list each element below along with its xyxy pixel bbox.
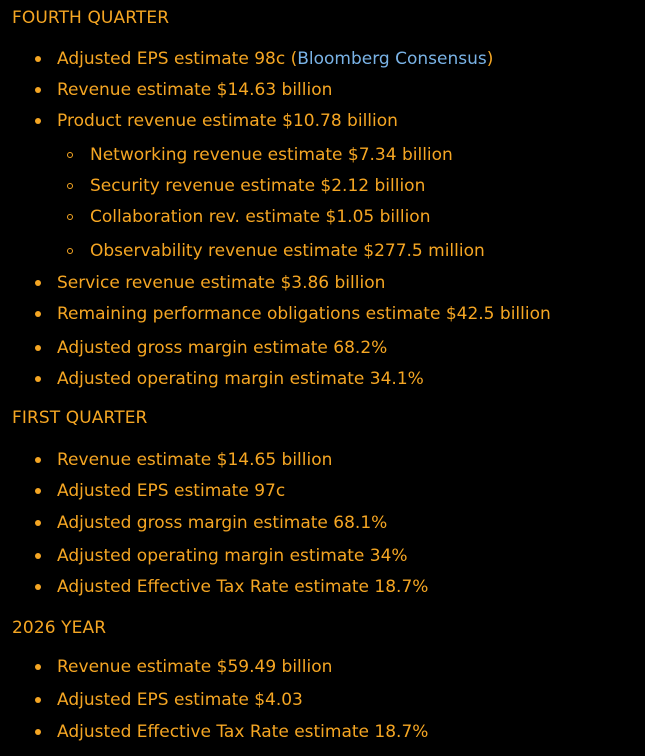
bullet-icon [35,664,41,670]
list-item: Adjusted operating margin estimate 34.1% [57,369,424,389]
list-item: Adjusted EPS estimate $4.03 [57,690,303,710]
bullet-icon [35,118,41,124]
list-item: Revenue estimate $59.49 billion [57,657,333,677]
bullet-icon [35,457,41,463]
item-text-pre: Adjusted EPS estimate 98c ( [57,49,298,69]
section-heading-fourth-quarter: FOURTH QUARTER [12,8,170,28]
sub-bullet-icon [67,214,73,220]
list-item: Adjusted operating margin estimate 34% [57,546,408,566]
list-item: Adjusted EPS estimate 98c (Bloomberg Con… [57,49,493,69]
list-item: Service revenue estimate $3.86 billion [57,273,386,293]
bullet-icon [35,729,41,735]
list-item: Revenue estimate $14.65 billion [57,450,333,470]
list-item: Adjusted Effective Tax Rate estimate 18.… [57,577,429,597]
sub-list-item: Collaboration rev. estimate $1.05 billio… [90,207,431,227]
list-item: Revenue estimate $14.63 billion [57,80,333,100]
list-item: Adjusted EPS estimate 97c [57,481,286,501]
bullet-icon [35,520,41,526]
item-text-post: ) [486,49,494,69]
section-heading-2026-year: 2026 YEAR [12,618,107,638]
list-item: Adjusted gross margin estimate 68.1% [57,513,388,533]
sub-list-item: Observability revenue estimate $277.5 mi… [90,241,485,261]
bullet-icon [35,553,41,559]
sub-list-item: Security revenue estimate $2.12 billion [90,176,426,196]
bullet-icon [35,345,41,351]
bullet-icon [35,56,41,62]
bullet-icon [35,311,41,317]
sub-bullet-icon [67,152,73,158]
bullet-icon [35,87,41,93]
bullet-icon [35,488,41,494]
bullet-icon [35,697,41,703]
sub-list-item: Networking revenue estimate $7.34 billio… [90,145,453,165]
section-heading-first-quarter: FIRST QUARTER [12,408,148,428]
bloomberg-consensus-link[interactable]: Bloomberg Consensus [297,49,487,69]
bullet-icon [35,584,41,590]
bullet-icon [35,376,41,382]
sub-bullet-icon [67,248,73,254]
list-item: Adjusted Effective Tax Rate estimate 18.… [57,722,429,742]
bullet-icon [35,280,41,286]
sub-bullet-icon [67,183,73,189]
list-item: Product revenue estimate $10.78 billion [57,111,398,131]
list-item: Remaining performance obligations estima… [57,304,551,324]
list-item: Adjusted gross margin estimate 68.2% [57,338,388,358]
